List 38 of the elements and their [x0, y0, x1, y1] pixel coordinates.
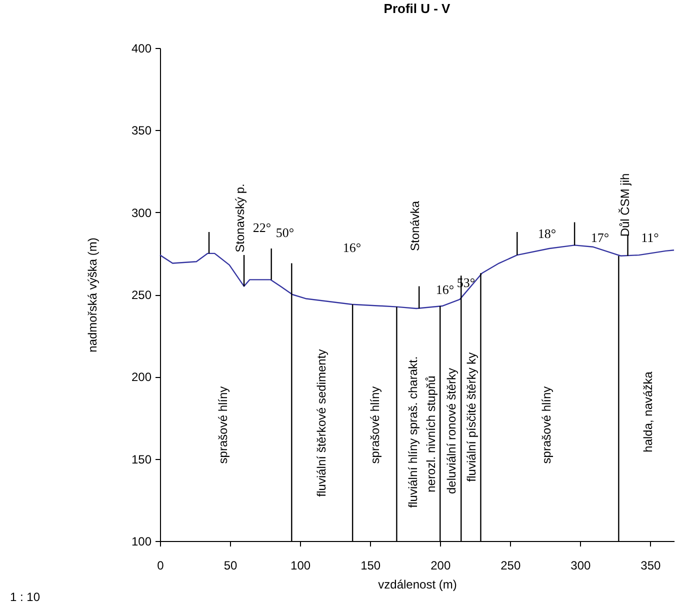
annotation: Stonavský p. [233, 184, 247, 252]
x-tick-label: 200 [430, 558, 451, 572]
x-tick-label: 150 [360, 558, 381, 572]
text: 1 : 10 [10, 590, 40, 604]
annotation: fluviální písčité štěrky ky [464, 352, 479, 482]
annotation: 50° [276, 225, 294, 240]
y-tick-label: 250 [131, 288, 152, 302]
annotation: 22° [252, 220, 272, 235]
x-tick-label: 50 [224, 558, 238, 572]
annotation: 16° [342, 240, 362, 255]
y-tick-label: 350 [131, 124, 152, 138]
y-tick-label: 150 [131, 452, 152, 466]
annotation: sprašové hlíny [368, 386, 382, 464]
x-axis-title: vzdálenost (m) [378, 578, 457, 592]
annotation: deluviální ronové štěrky [444, 368, 459, 494]
annotation: halda, navážka [641, 371, 655, 452]
annotation: 16° [436, 282, 454, 297]
x-tick-label: 250 [500, 558, 521, 572]
x-tick-label: 350 [640, 558, 662, 572]
y-tick-label: 400 [131, 42, 152, 56]
x-tick-label: 300 [570, 558, 591, 572]
annotation: Důl ČSM jih [618, 173, 632, 237]
y-tick-label: 100 [131, 534, 152, 548]
chart-title: Profil U - V [384, 1, 451, 16]
annotation: Stonávka [408, 200, 422, 252]
annotation: 18° [538, 226, 556, 241]
y-tick-label: 300 [131, 206, 152, 220]
annotation: sprašové hlíny [540, 386, 554, 464]
annotation: 11° [641, 230, 659, 245]
x-tick-label: 0 [157, 558, 164, 572]
annotation: fluviální hlíny spraš. charakt. [406, 356, 420, 508]
annotation: sprašové hlíny [216, 386, 230, 464]
y-axis-title: nadmořská výška (m) [85, 238, 100, 352]
annotation: nerozl. nivních stupňů [424, 376, 438, 492]
x-tick-label: 100 [290, 558, 311, 572]
annotation: 17° [590, 230, 610, 245]
annotation: fluviální štěrkové sedimenty [314, 349, 329, 497]
y-tick-label: 200 [131, 370, 152, 384]
